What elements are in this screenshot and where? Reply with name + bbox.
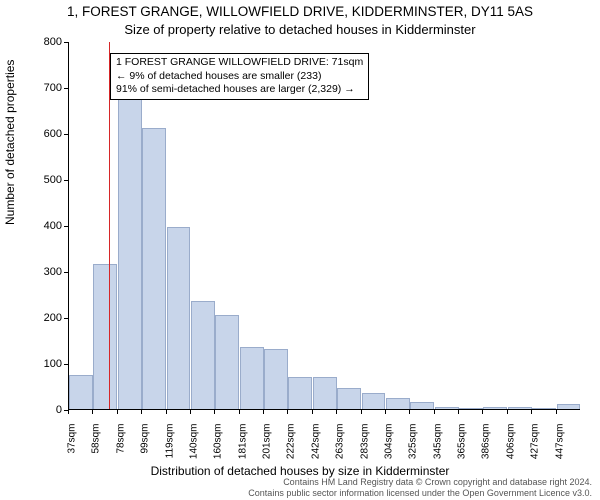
histogram-bar <box>118 87 142 409</box>
histogram-bar <box>215 315 239 409</box>
x-tick-mark <box>556 410 557 414</box>
histogram-bar <box>532 408 556 409</box>
histogram-bar <box>288 377 312 409</box>
x-tick-label: 160sqm <box>213 424 224 464</box>
histogram-bar <box>386 398 410 410</box>
x-tick-label: 201sqm <box>262 424 273 464</box>
x-tick-label: 140sqm <box>188 424 199 464</box>
y-tick-mark <box>64 226 68 227</box>
x-tick-mark <box>482 410 483 414</box>
y-tick-mark <box>64 42 68 43</box>
x-tick-mark <box>458 410 459 414</box>
histogram-bar <box>337 388 361 409</box>
x-tick-label: 222sqm <box>286 424 297 464</box>
x-tick-label: 427sqm <box>530 424 541 464</box>
x-tick-mark <box>166 410 167 414</box>
histogram-bar <box>264 349 288 409</box>
x-tick-mark <box>507 410 508 414</box>
annotation-line3: 91% of semi-detached houses are larger (… <box>116 83 363 97</box>
x-tick-label: 365sqm <box>457 424 468 464</box>
x-tick-mark <box>409 410 410 414</box>
y-tick-label: 600 <box>0 128 62 140</box>
x-axis-label: Distribution of detached houses by size … <box>0 464 600 478</box>
y-tick-mark <box>64 134 68 135</box>
y-tick-mark <box>64 272 68 273</box>
x-tick-label: 242sqm <box>310 424 321 464</box>
x-tick-label: 99sqm <box>140 424 151 464</box>
histogram-bar <box>142 128 166 409</box>
histogram-bar <box>240 347 264 409</box>
x-tick-mark <box>263 410 264 414</box>
histogram-bar <box>313 377 337 409</box>
x-tick-mark <box>92 410 93 414</box>
annotation-line1: 1 FOREST GRANGE WILLOWFIELD DRIVE: 71sqm <box>116 56 363 70</box>
histogram-bar <box>483 407 507 409</box>
histogram-bar <box>435 407 459 409</box>
x-tick-mark <box>287 410 288 414</box>
chart-title-sub: Size of property relative to detached ho… <box>0 22 600 37</box>
x-tick-label: 263sqm <box>335 424 346 464</box>
x-tick-mark <box>214 410 215 414</box>
x-tick-mark <box>336 410 337 414</box>
y-tick-mark <box>64 318 68 319</box>
x-tick-mark <box>68 410 69 414</box>
x-tick-mark <box>190 410 191 414</box>
histogram-bar <box>69 375 93 410</box>
footnote-line2: Contains public sector information licen… <box>248 488 592 498</box>
y-tick-label: 700 <box>0 82 62 94</box>
histogram-bar <box>557 404 581 409</box>
chart-container: 1, FOREST GRANGE, WILLOWFIELD DRIVE, KID… <box>0 0 600 500</box>
histogram-bar <box>508 407 532 409</box>
x-tick-mark <box>385 410 386 414</box>
x-tick-mark <box>531 410 532 414</box>
y-tick-label: 800 <box>0 36 62 48</box>
x-tick-label: 58sqm <box>91 424 102 464</box>
footnote-line1: Contains HM Land Registry data © Crown c… <box>248 477 592 487</box>
x-tick-label: 406sqm <box>505 424 516 464</box>
y-tick-label: 400 <box>0 220 62 232</box>
x-tick-mark <box>312 410 313 414</box>
y-tick-label: 0 <box>0 404 62 416</box>
annotation-line2: ← 9% of detached houses are smaller (233… <box>116 70 363 84</box>
y-tick-label: 300 <box>0 266 62 278</box>
y-tick-mark <box>64 180 68 181</box>
x-tick-mark <box>117 410 118 414</box>
y-tick-mark <box>64 88 68 89</box>
chart-title-main: 1, FOREST GRANGE, WILLOWFIELD DRIVE, KID… <box>0 4 600 19</box>
x-tick-label: 283sqm <box>359 424 370 464</box>
x-tick-mark <box>361 410 362 414</box>
x-tick-label: 78sqm <box>115 424 126 464</box>
footnote: Contains HM Land Registry data © Crown c… <box>248 477 592 498</box>
x-tick-label: 325sqm <box>408 424 419 464</box>
histogram-bar <box>167 227 191 409</box>
annotation-box: 1 FOREST GRANGE WILLOWFIELD DRIVE: 71sqm… <box>110 53 369 100</box>
x-tick-label: 181sqm <box>237 424 248 464</box>
histogram-bar <box>93 264 117 409</box>
x-tick-mark <box>239 410 240 414</box>
x-tick-label: 304sqm <box>383 424 394 464</box>
x-tick-label: 119sqm <box>164 424 175 464</box>
x-tick-mark <box>141 410 142 414</box>
y-tick-mark <box>64 364 68 365</box>
y-tick-label: 500 <box>0 174 62 186</box>
histogram-bar <box>191 301 215 409</box>
x-tick-mark <box>434 410 435 414</box>
x-tick-label: 386sqm <box>481 424 492 464</box>
histogram-bar <box>362 393 386 409</box>
x-tick-label: 345sqm <box>432 424 443 464</box>
x-tick-label: 37sqm <box>67 424 78 464</box>
histogram-bar <box>410 402 434 409</box>
y-tick-label: 200 <box>0 312 62 324</box>
x-tick-label: 447sqm <box>554 424 565 464</box>
y-tick-label: 100 <box>0 358 62 370</box>
histogram-bar <box>459 408 483 409</box>
